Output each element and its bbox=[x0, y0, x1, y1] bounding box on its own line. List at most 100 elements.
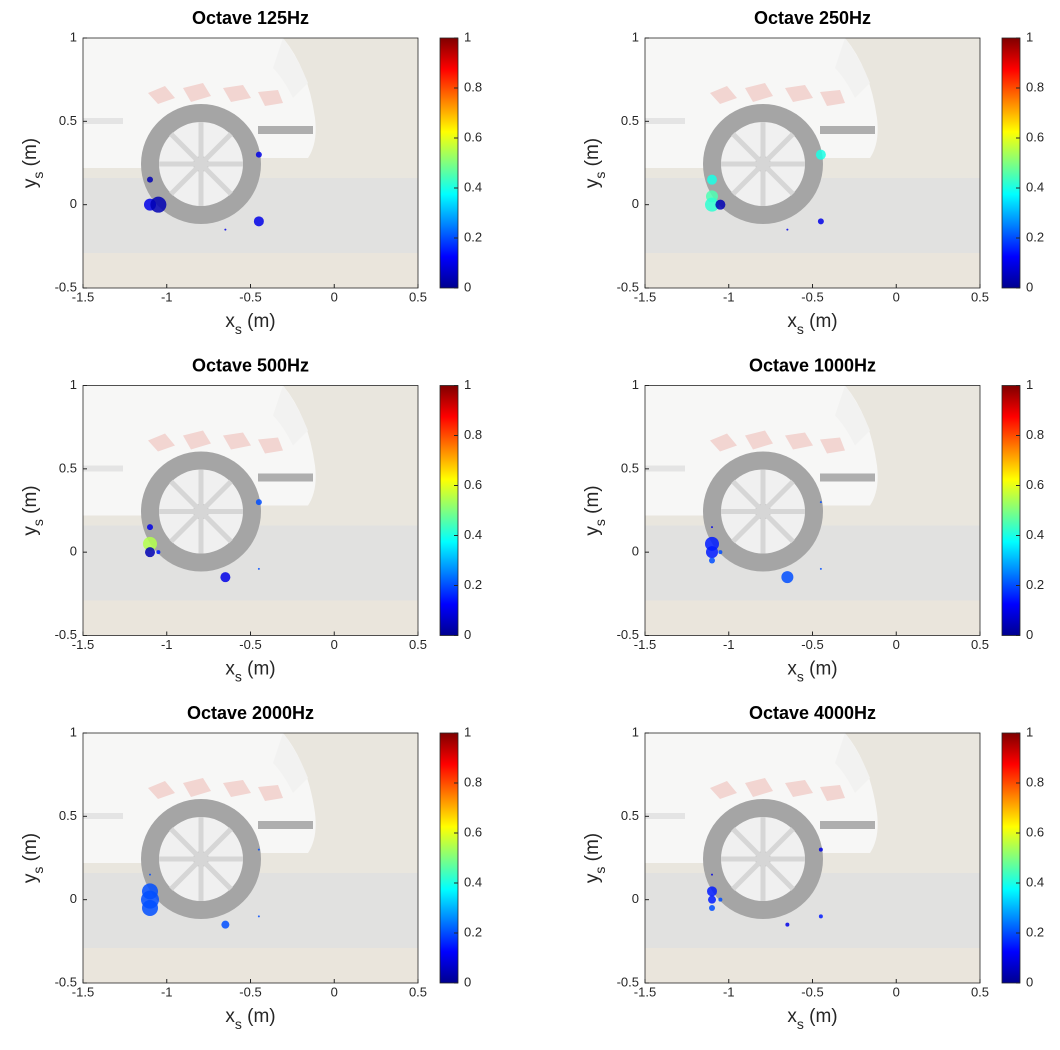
axis-label-subscript: s bbox=[592, 867, 608, 874]
y-tick-label: 1 bbox=[632, 29, 639, 44]
scatter-point bbox=[711, 873, 713, 876]
chart-title: Octave 4000Hz bbox=[749, 703, 876, 723]
axis-label-part: y bbox=[582, 178, 603, 188]
x-tick-label: -0.5 bbox=[239, 289, 261, 304]
scatter-point bbox=[150, 196, 167, 213]
y-tick-label: 0 bbox=[70, 544, 77, 559]
scatter-point bbox=[143, 536, 157, 551]
colorbar-tick-label: 1 bbox=[1026, 377, 1033, 392]
scatter-point bbox=[709, 557, 715, 564]
x-tick-label: -1 bbox=[161, 984, 173, 999]
scatter-point bbox=[707, 174, 717, 185]
colorbar-tick-label: 0.6 bbox=[1026, 129, 1044, 144]
colorbar bbox=[439, 385, 459, 636]
scatter-point bbox=[715, 199, 726, 210]
x-tick-label: -1 bbox=[723, 289, 735, 304]
y-tick-label: -0.5 bbox=[617, 974, 639, 989]
scatter-point bbox=[255, 151, 262, 158]
scatter-point bbox=[149, 873, 151, 876]
colorbar bbox=[439, 732, 459, 984]
axis-label-part: x bbox=[787, 659, 797, 680]
axis-label-part: y bbox=[20, 526, 41, 536]
chart-title: Octave 250Hz bbox=[754, 8, 871, 28]
axis-label-part: x bbox=[225, 311, 235, 332]
colorbar-tick-label: 0.4 bbox=[464, 527, 482, 542]
y-tick-label: 0.5 bbox=[621, 113, 639, 128]
colorbar-tick-label: 0.2 bbox=[464, 924, 482, 939]
colorbar-tick-label: 0.8 bbox=[1026, 427, 1044, 442]
colorbar-tick-label: 1 bbox=[464, 377, 471, 392]
x-tick-label: -1.5 bbox=[634, 289, 656, 304]
axis-label: ys (m) bbox=[582, 485, 608, 535]
x-tick-label: -0.5 bbox=[801, 984, 823, 999]
colorbar-tick-label: 0.8 bbox=[464, 774, 482, 789]
scatter-point bbox=[257, 567, 260, 570]
axis-label-part: (m) bbox=[582, 833, 603, 867]
axis-label-subscript: s bbox=[30, 172, 46, 179]
background-image bbox=[83, 38, 418, 288]
colorbar-tick-label: 0.2 bbox=[1026, 924, 1044, 939]
y-tick-label: 0.5 bbox=[621, 460, 639, 475]
colorbar-tick-label: 0 bbox=[464, 974, 471, 989]
axis-label-part: x bbox=[225, 1006, 235, 1027]
background-image bbox=[83, 386, 418, 636]
colorbar-tick-label: 0.8 bbox=[1026, 774, 1044, 789]
scatter-point bbox=[718, 897, 723, 902]
axis-label-subscript: s bbox=[797, 321, 804, 337]
axis-label: xs (m) bbox=[787, 311, 837, 337]
x-tick-label: -1.5 bbox=[634, 984, 656, 999]
background-image bbox=[645, 38, 980, 288]
colorbar-tick-label: 0.4 bbox=[1026, 527, 1044, 542]
axis-label-part: y bbox=[20, 873, 41, 883]
x-tick-label: -0.5 bbox=[239, 637, 261, 652]
axis-label-part: (m) bbox=[582, 138, 603, 172]
background-image bbox=[645, 733, 980, 983]
colorbar-tick-label: 0.8 bbox=[464, 79, 482, 94]
chart-title: Octave 125Hz bbox=[192, 8, 309, 28]
colorbar-tick-label: 1 bbox=[1026, 724, 1033, 739]
scatter-point bbox=[221, 920, 230, 929]
chart-title: Octave 1000Hz bbox=[749, 355, 876, 375]
scatter-point bbox=[220, 572, 231, 583]
axis-label-part: (m) bbox=[804, 659, 838, 680]
axis-label: ys (m) bbox=[582, 833, 608, 883]
scatter-point bbox=[718, 550, 723, 555]
chart-title: Octave 2000Hz bbox=[187, 703, 314, 723]
y-tick-label: -0.5 bbox=[617, 627, 639, 642]
scatter-point bbox=[145, 547, 155, 558]
scatter-point bbox=[817, 218, 824, 225]
y-tick-label: 0.5 bbox=[59, 113, 77, 128]
scatter-point bbox=[142, 900, 158, 916]
axis-label-subscript: s bbox=[592, 519, 608, 526]
colorbar-tick-label: 0.4 bbox=[464, 179, 482, 194]
colorbar-tick-label: 0.2 bbox=[464, 229, 482, 244]
scatter-point bbox=[705, 197, 719, 212]
colorbar-tick-label: 0.4 bbox=[1026, 874, 1044, 889]
chart-title: Octave 500Hz bbox=[192, 355, 309, 375]
axis-label-subscript: s bbox=[797, 668, 804, 684]
y-tick-label: 0 bbox=[70, 196, 77, 211]
y-tick-label: 0 bbox=[632, 196, 639, 211]
colorbar-tick-label: 0 bbox=[464, 627, 471, 642]
axis-label-part: (m) bbox=[582, 485, 603, 519]
colorbar-tick-label: 0.2 bbox=[1026, 229, 1044, 244]
colorbar bbox=[1001, 732, 1021, 984]
x-tick-label: 0 bbox=[893, 289, 900, 304]
axis-label-subscript: s bbox=[592, 172, 608, 179]
y-tick-label: 1 bbox=[70, 377, 77, 392]
x-tick-label: 0.5 bbox=[971, 637, 989, 652]
axis-label-part: x bbox=[787, 1006, 797, 1027]
y-tick-label: -0.5 bbox=[55, 279, 77, 294]
scatter-point bbox=[257, 915, 260, 918]
y-tick-label: 1 bbox=[632, 724, 639, 739]
axis-label-part: (m) bbox=[20, 138, 41, 172]
y-tick-label: -0.5 bbox=[55, 974, 77, 989]
colorbar-tick-label: 0.6 bbox=[464, 129, 482, 144]
axis-label: xs (m) bbox=[787, 659, 837, 685]
y-tick-label: 1 bbox=[70, 29, 77, 44]
x-tick-label: -1 bbox=[723, 637, 735, 652]
background-image bbox=[645, 386, 980, 636]
y-tick-label: 0 bbox=[70, 891, 77, 906]
axis-label-subscript: s bbox=[235, 668, 242, 684]
x-tick-label: -0.5 bbox=[239, 984, 261, 999]
